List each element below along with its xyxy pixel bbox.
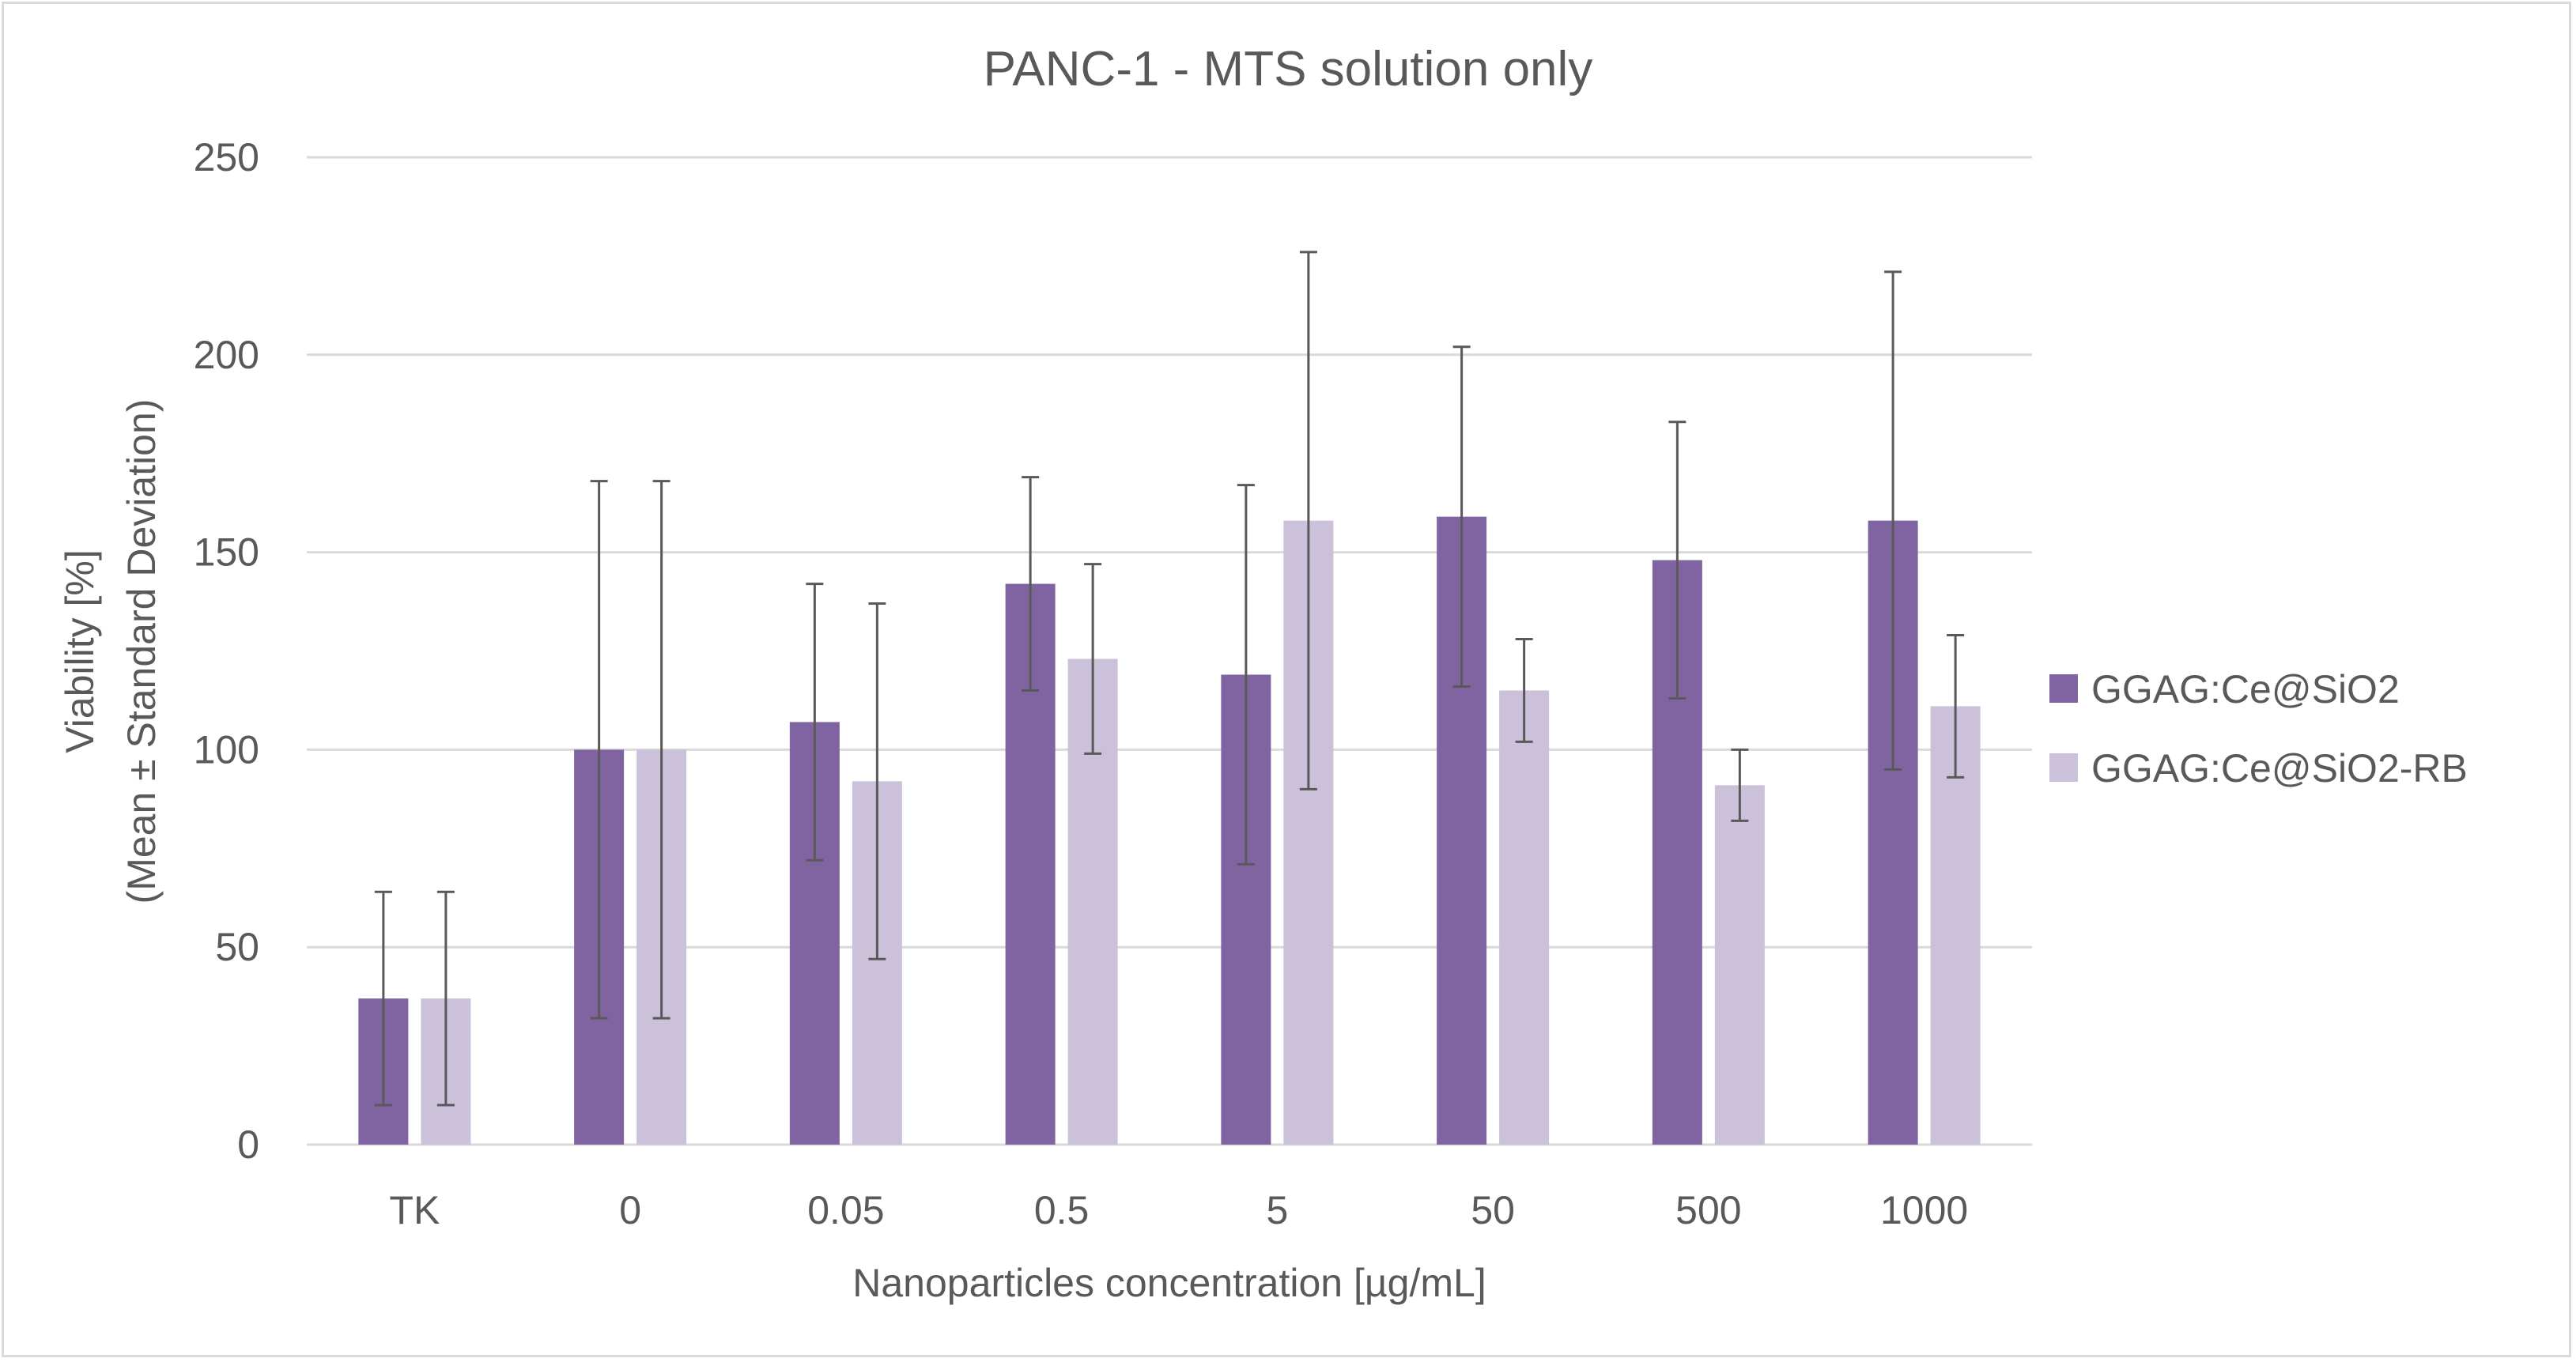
x-tick-label: 1000: [1880, 1188, 1968, 1232]
error-bar: [1515, 638, 1533, 743]
error-bar: [652, 480, 670, 1020]
y-tick-label: 100: [194, 727, 259, 772]
y-tick-label: 200: [194, 333, 259, 377]
bar-ggag-ce-sio2-rb: [1930, 706, 1981, 1145]
error-bar: [1084, 563, 1102, 755]
y-tick-label: 50: [215, 925, 259, 969]
x-tick-label: 0.5: [1034, 1188, 1090, 1232]
legend-swatch: [2049, 674, 2078, 703]
x-tick-label: 5: [1266, 1188, 1288, 1232]
x-tick-label: 0.05: [807, 1188, 884, 1232]
x-tick-label: TK: [389, 1188, 440, 1232]
y-axis-title-line2: (Mean ± Standard Deviation): [119, 399, 164, 904]
error-bar: [1237, 484, 1255, 866]
error-bar: [590, 480, 608, 1020]
y-tick-label: 0: [237, 1122, 259, 1167]
error-bar: [374, 890, 392, 1107]
legend-swatch: [2049, 753, 2078, 782]
error-bar: [806, 583, 824, 862]
error-bar: [1668, 421, 1686, 700]
bar-ggag-ce-sio2-rb: [1499, 690, 1550, 1145]
y-axis-ticks: 0 50 100 150 200 250: [194, 135, 259, 1167]
x-axis-title: Nanoparticles concentration [µg/mL]: [852, 1261, 1486, 1305]
error-bar: [436, 890, 455, 1107]
error-bar: [1299, 251, 1317, 790]
legend-item: GGAG:Ce@SiO2-RB: [2049, 746, 2468, 790]
x-axis-ticks: TK 0 0.05 0.5 5 50 500 1000: [389, 1188, 1968, 1232]
legend: GGAG:Ce@SiO2 GGAG:Ce@SiO2-RB: [2049, 667, 2468, 790]
y-tick-label: 250: [194, 135, 259, 179]
bar-ggag-ce-sio2-rb: [1714, 785, 1765, 1145]
legend-item: GGAG:Ce@SiO2: [2049, 667, 2400, 711]
error-bar: [1884, 270, 1902, 771]
y-axis-title: Viability [%] (Mean ± Standard Deviation…: [58, 399, 164, 904]
bars: [358, 516, 1981, 1145]
error-bars: [374, 251, 1965, 1107]
y-axis-title-line1: Viability [%]: [58, 549, 102, 753]
chart-title: PANC-1 - MTS solution only: [984, 42, 1593, 96]
error-bar: [1022, 476, 1040, 692]
error-bar: [1452, 345, 1471, 688]
error-bar: [1731, 748, 1749, 822]
x-tick-label: 0: [619, 1188, 641, 1232]
y-tick-label: 150: [194, 530, 259, 575]
error-bar: [868, 602, 886, 960]
x-tick-label: 500: [1675, 1188, 1741, 1232]
legend-label: GGAG:Ce@SiO2-RB: [2091, 746, 2468, 790]
gridlines: [307, 156, 2032, 1146]
error-bar: [1947, 634, 1965, 779]
legend-label: GGAG:Ce@SiO2: [2091, 667, 2400, 711]
x-tick-label: 50: [1471, 1188, 1515, 1232]
